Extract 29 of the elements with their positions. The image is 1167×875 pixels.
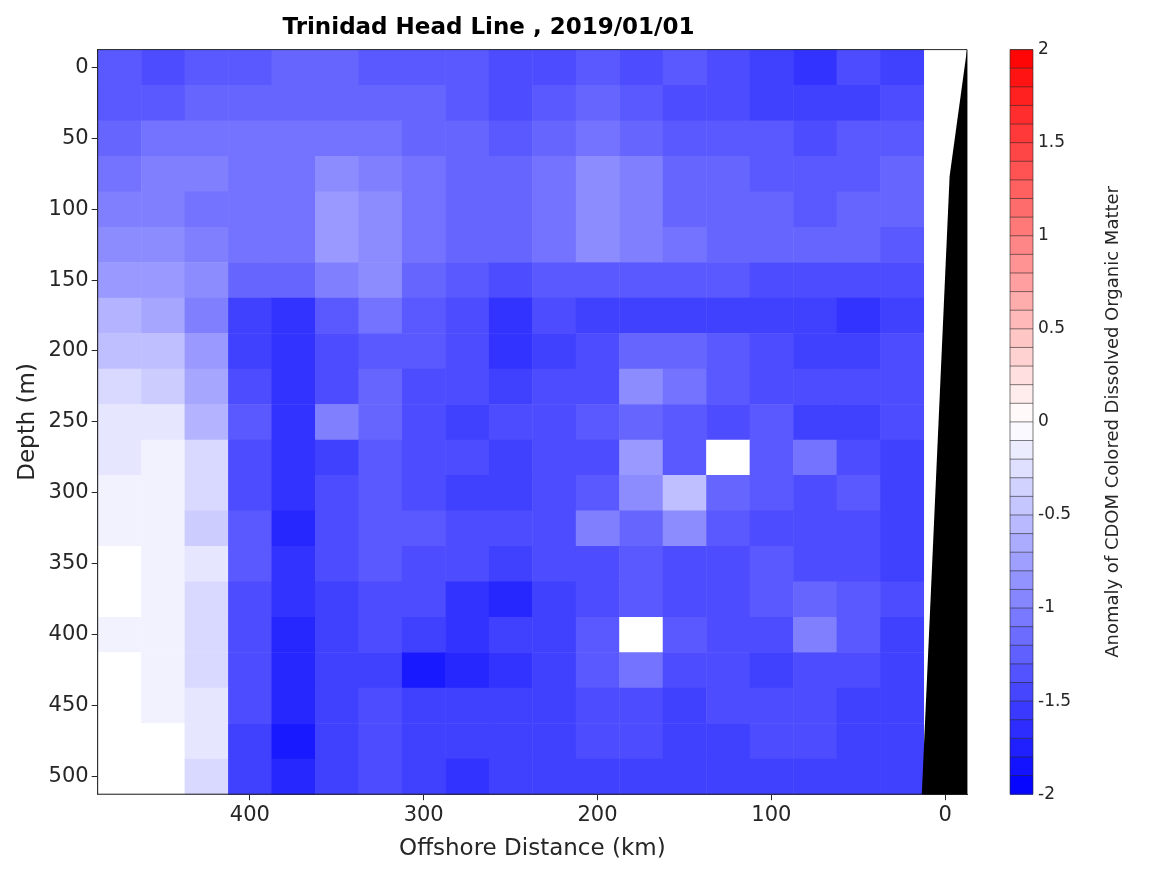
y-tick-label: 100 — [48, 195, 89, 220]
color-bar-label: -1 — [1038, 596, 1055, 617]
color-bar-label: -1.5 — [1038, 689, 1072, 710]
y-tick-label: 500 — [48, 762, 89, 787]
x-tick-label: 200 — [577, 802, 618, 827]
x-tick-label: 300 — [403, 802, 444, 827]
color-bar-label: 1 — [1038, 224, 1049, 245]
y-tick-label: 250 — [48, 408, 89, 433]
y-tick-label: 200 — [48, 337, 89, 362]
color-bar-label: 0.5 — [1038, 317, 1066, 338]
color-bar-label: 1.5 — [1038, 131, 1066, 152]
color-bar-label: -0.5 — [1038, 503, 1072, 524]
x-tick-label: 0 — [938, 802, 952, 827]
y-tick-label: 50 — [61, 124, 89, 149]
y-tick-label: 300 — [48, 479, 89, 504]
y-tick-label: 0 — [75, 53, 89, 78]
color-bar-title: Anomaly of CDOM Colored Dissolved Organic Matter — [1100, 185, 1122, 658]
color-bar-label: 2 — [1038, 38, 1049, 59]
chart-title: Trinidad Head Line , 2019/01/01 — [282, 12, 695, 39]
x-axis-title: Offshore Distance (km) — [399, 834, 666, 861]
y-axis-title: Depth (m) — [12, 363, 39, 481]
y-tick-label: 450 — [48, 692, 89, 717]
color-bar-label: 0 — [1038, 410, 1049, 431]
x-tick-label: 100 — [751, 802, 792, 827]
y-tick-label: 150 — [48, 266, 89, 291]
y-tick-label: 350 — [48, 550, 89, 575]
x-tick-label: 400 — [229, 802, 270, 827]
color-bar-label: -2 — [1038, 782, 1055, 803]
y-tick-label: 400 — [48, 621, 89, 646]
